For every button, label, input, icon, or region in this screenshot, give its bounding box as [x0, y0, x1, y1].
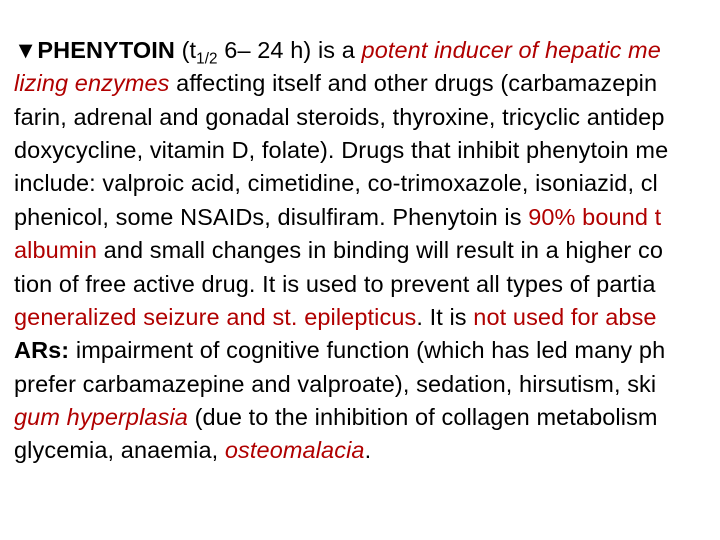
body-seg11: (due to the inhibition of collagen metab…	[188, 404, 658, 430]
body-seg12: glycemia, anaemia,	[14, 437, 225, 463]
ars-label: ARs:	[14, 337, 69, 363]
body-seg5: phenicol, some NSAIDs, disulfiram. Pheny…	[14, 204, 528, 230]
seizure-text: generalized seizure and st. epilepticus	[14, 304, 416, 330]
body-seg9: impairment of cognitive function (which …	[69, 337, 665, 363]
slide-page: ▼PHENYTOIN (t1/2 6– 24 h) is a potent in…	[0, 0, 720, 540]
inducer-part1: potent inducer of hepatic me	[362, 37, 661, 63]
half-life-range: 6– 24 h) is a	[218, 37, 362, 63]
body-seg1: affecting itself and other drugs (carbam…	[170, 70, 658, 96]
body-seg3: doxycycline, vitamin D, folate). Drugs t…	[14, 137, 668, 163]
body-seg10: prefer carbamazepine and valproate), sed…	[14, 371, 656, 397]
paragraph: ▼PHENYTOIN (t1/2 6– 24 h) is a potent in…	[14, 34, 720, 468]
body-seg8: . It is	[416, 304, 473, 330]
half-life-open: (t	[175, 37, 196, 63]
body-seg7: tion of free active drug. It is used to …	[14, 271, 656, 297]
body-seg4: include: valproic acid, cimetidine, co-t…	[14, 170, 658, 196]
half-life-sub: 1/2	[196, 51, 218, 68]
body-seg2: farin, adrenal and gonadal steroids, thy…	[14, 104, 665, 130]
drug-name: PHENYTOIN	[37, 37, 175, 63]
albumin-text: albumin	[14, 237, 97, 263]
down-triangle-icon: ▼	[14, 37, 37, 63]
osteo-text: osteomalacia	[225, 437, 365, 463]
gum-text: gum hyperplasia	[14, 404, 188, 430]
body-seg6: and small changes in binding will result…	[97, 237, 663, 263]
bound-text: 90% bound t	[528, 204, 661, 230]
not-used-text: not used for abse	[473, 304, 656, 330]
final-dot: .	[365, 437, 372, 463]
inducer-part2: lizing enzymes	[14, 70, 170, 96]
